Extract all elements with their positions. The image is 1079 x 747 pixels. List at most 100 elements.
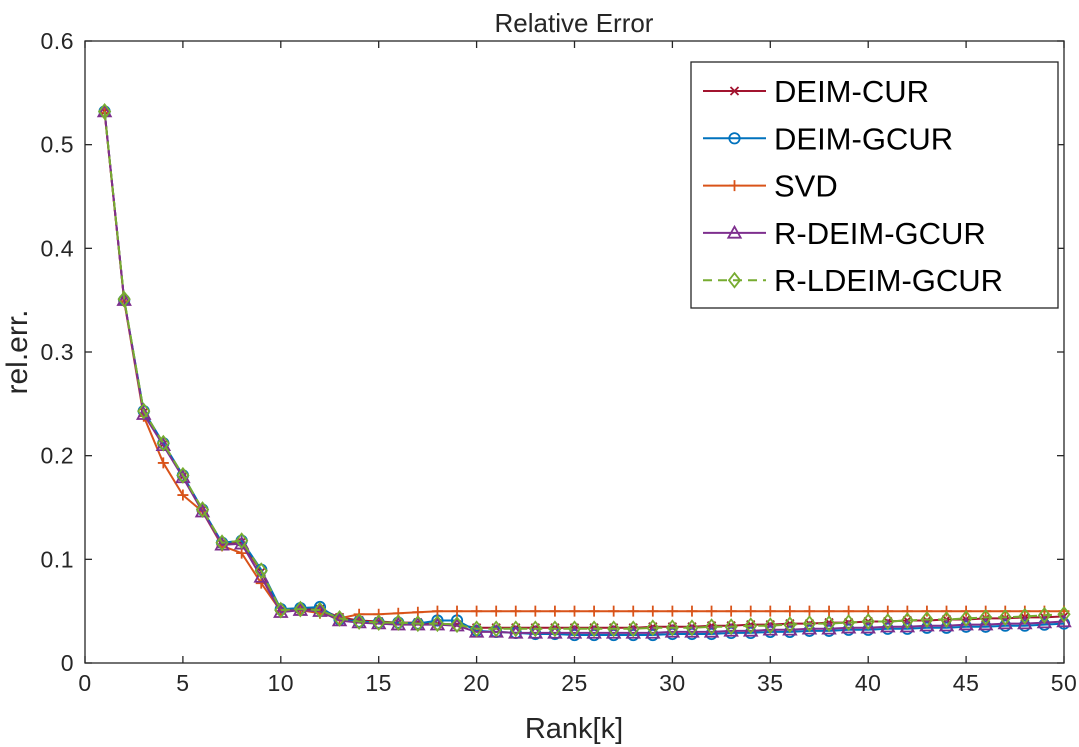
series-line-R-LDEIM-GCUR	[103, 111, 1065, 630]
x-tick-label: 40	[855, 670, 882, 696]
marker-diamond	[332, 609, 347, 627]
marker-plus	[706, 605, 718, 617]
chart-title: Relative Error	[495, 8, 654, 38]
marker-plus	[490, 605, 502, 617]
marker-diamond	[293, 600, 308, 618]
marker-diamond	[156, 434, 170, 452]
series-R-LDEIM-GCUR	[97, 103, 1071, 638]
legend-item-R-DEIM-GCUR: R-DEIM-GCUR	[703, 216, 986, 251]
axes: 0 5 10 15 20 25 30 35 40 45 50 0 0.1 0.2 0.3 0.4 0.5 0.6	[41, 28, 1078, 696]
marker-diamond	[939, 611, 954, 628]
marker-triangle	[860, 619, 876, 634]
marker-diamond	[998, 608, 1012, 626]
marker-plus	[803, 605, 815, 617]
legend-label: DEIM-GCUR	[774, 121, 953, 156]
marker-triangle	[899, 618, 916, 633]
marker-diamond	[587, 620, 601, 638]
marker-plus	[901, 605, 913, 617]
marker-plus	[627, 605, 639, 617]
marker-diamond	[176, 466, 190, 484]
marker-plus	[510, 605, 522, 617]
marker-diamond	[469, 620, 484, 638]
marker-plus	[823, 605, 835, 617]
marker-diamond	[274, 601, 288, 619]
marker-diamond	[704, 618, 719, 636]
series-markers-R-LDEIM-GCUR	[97, 103, 1071, 638]
marker-diamond	[1057, 605, 1071, 623]
marker-diamond	[215, 534, 229, 552]
marker-diamond	[665, 619, 680, 637]
marker-plus	[569, 605, 580, 617]
marker-diamond	[1018, 607, 1032, 625]
marker-plus	[647, 605, 659, 617]
y-axis-label: rel.err.	[1, 309, 34, 394]
marker-diamond	[822, 615, 836, 633]
marker-diamond	[234, 532, 249, 550]
legend-item-DEIM-GCUR: DEIM-GCUR	[703, 121, 953, 156]
marker-diamond	[685, 619, 699, 637]
x-tick-label: 35	[757, 670, 784, 696]
marker-plus	[451, 605, 463, 617]
marker-diamond	[391, 614, 405, 632]
marker-diamond	[744, 617, 758, 635]
marker-plus	[529, 605, 541, 617]
marker-plus	[784, 605, 796, 617]
legend: DEIM-CUR DEIM-GCUR SVD R-DEIM-GCUR R-LDEIM-G…	[690, 61, 1059, 309]
marker-triangle	[1036, 614, 1053, 629]
marker-diamond	[959, 609, 973, 627]
marker-diamond	[763, 617, 777, 635]
x-tick-label: 15	[365, 670, 392, 696]
marker-diamond	[195, 501, 210, 519]
marker-diamond	[567, 620, 582, 638]
legend-item-DEIM-CUR: DEIM-CUR	[703, 74, 929, 109]
legend-marker-x	[729, 86, 740, 96]
marker-plus	[177, 489, 189, 501]
marker-plus	[1019, 605, 1031, 617]
marker-diamond	[802, 615, 817, 633]
marker-diamond	[411, 615, 425, 633]
legend-label: DEIM-CUR	[774, 74, 929, 109]
marker-diamond	[372, 614, 386, 632]
marker-diamond	[352, 613, 366, 630]
marker-diamond	[626, 620, 640, 638]
marker-plus	[608, 605, 620, 617]
legend-marker-triangle	[726, 224, 743, 239]
marker-plus	[764, 605, 776, 617]
marker-triangle	[997, 615, 1014, 630]
x-tick-label: 0	[78, 670, 91, 696]
marker-diamond	[430, 615, 445, 633]
x-tick-label: 5	[176, 670, 189, 696]
marker-triangle	[958, 616, 974, 631]
marker-plus	[549, 605, 561, 617]
legend-marker-plus	[729, 180, 740, 192]
marker-diamond	[117, 290, 131, 308]
x-tick-label: 30	[659, 670, 686, 696]
marker-triangle	[1017, 615, 1033, 630]
marker-diamond	[783, 616, 797, 634]
legend-label: R-LDEIM-GCUR	[774, 263, 1003, 298]
x-tick-label: 50	[1051, 670, 1078, 696]
y-tick-label: 0.2	[41, 443, 74, 469]
x-tick-label: 25	[561, 670, 588, 696]
y-tick-label: 0.5	[41, 132, 74, 158]
marker-diamond	[528, 620, 542, 638]
marker-diamond	[979, 608, 993, 626]
marker-plus	[157, 457, 169, 469]
marker-diamond	[97, 103, 112, 120]
marker-plus	[666, 605, 678, 617]
x-tick-label: 45	[953, 670, 980, 696]
marker-diamond	[881, 613, 895, 630]
marker-triangle	[1056, 613, 1072, 628]
marker-diamond	[920, 611, 934, 628]
marker-triangle	[977, 616, 994, 631]
marker-triangle	[919, 617, 935, 632]
y-tick-label: 0.6	[41, 28, 74, 54]
marker-diamond	[254, 562, 268, 580]
marker-plus	[431, 605, 443, 617]
marker-diamond	[646, 619, 660, 637]
x-tick-label: 20	[463, 670, 490, 696]
y-tick-label: 0.3	[41, 339, 74, 365]
marker-plus	[745, 605, 757, 617]
legend-marker-circle	[728, 132, 741, 145]
